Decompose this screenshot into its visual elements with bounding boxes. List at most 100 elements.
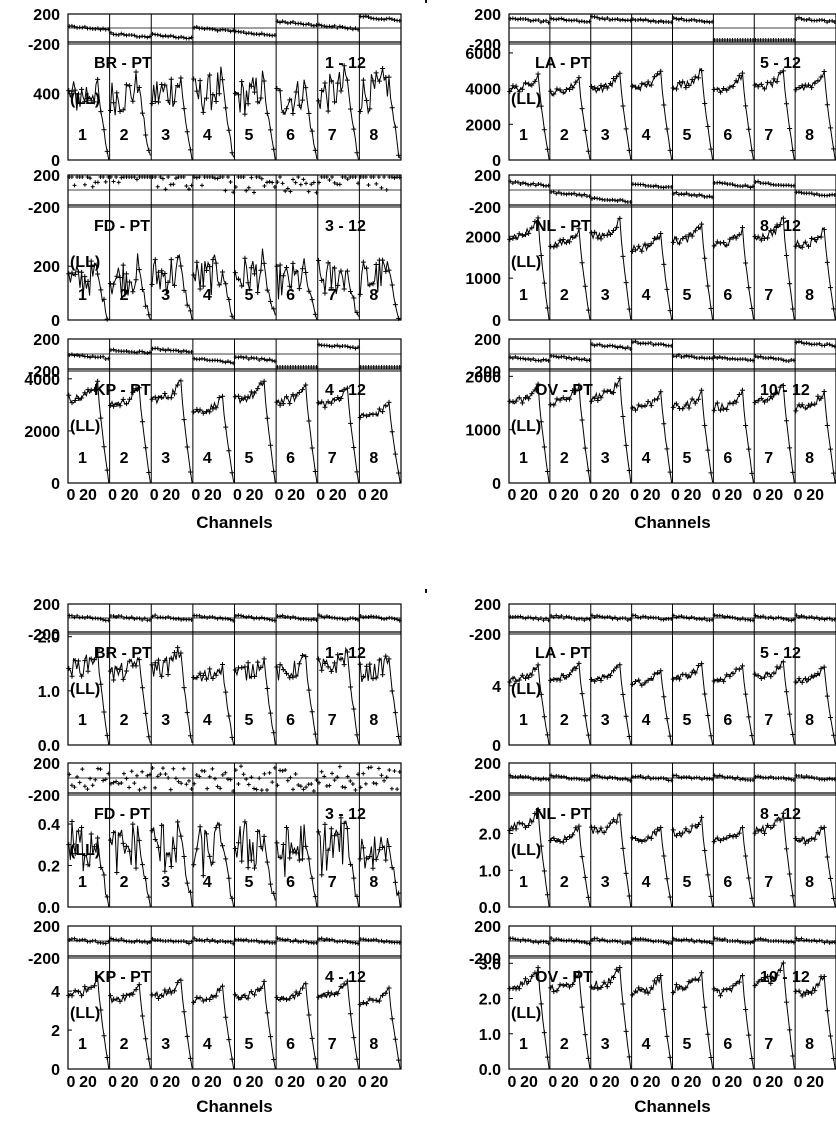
- phase-point: [382, 175, 387, 179]
- segment-number: 7: [328, 450, 337, 467]
- phase-point: [259, 615, 264, 620]
- phase-point: [103, 941, 108, 946]
- phase-point: [145, 940, 150, 945]
- phase-point: [643, 614, 648, 619]
- segment-number: 4: [203, 874, 212, 891]
- phase-point: [766, 356, 771, 361]
- phase-point: [556, 774, 561, 779]
- phase-point: [809, 775, 814, 780]
- phase-point: [830, 18, 835, 23]
- segment-number: 2: [120, 1036, 129, 1053]
- phase-point: [332, 23, 337, 28]
- phase-point: [283, 768, 288, 773]
- phase-point: [628, 617, 633, 622]
- phase-point: [633, 936, 638, 941]
- phase-point: [607, 198, 612, 203]
- phase-point: [101, 26, 106, 31]
- phase-point: [832, 20, 836, 25]
- phase-point: [184, 183, 189, 188]
- phase-point: [674, 615, 679, 620]
- phase-point: [549, 773, 554, 778]
- amp-point: [752, 400, 758, 406]
- segment-number: 1: [519, 287, 528, 304]
- x-tick-label: 0: [671, 1074, 680, 1091]
- phase-point: [756, 937, 761, 942]
- phase-point: [684, 191, 689, 196]
- phase-point: [301, 787, 306, 792]
- amp-series-line: [509, 809, 836, 908]
- phase-point: [776, 615, 781, 620]
- phase-point: [572, 616, 577, 621]
- phase-point: [265, 787, 270, 792]
- phase-point: [692, 17, 697, 22]
- phase-point: [291, 939, 296, 944]
- phase-point: [830, 343, 835, 348]
- phase-point: [233, 184, 238, 189]
- phase-point: [817, 617, 822, 622]
- x-tick-label: 20: [765, 1074, 783, 1091]
- phase-point: [395, 787, 400, 792]
- amp-tick-label: 2.0: [38, 630, 60, 647]
- phase-point: [132, 350, 137, 355]
- phase-point: [574, 18, 579, 23]
- phase-point: [337, 182, 342, 187]
- phase-point: [114, 175, 119, 179]
- phase-point: [689, 937, 694, 942]
- phase-point: [704, 19, 709, 24]
- phase-point: [155, 184, 160, 189]
- phase-point: [314, 618, 319, 623]
- phase-point: [343, 785, 348, 790]
- phase-point: [546, 941, 551, 946]
- phase-point: [564, 356, 569, 361]
- phase-point: [804, 774, 809, 779]
- phase-point: [317, 180, 322, 185]
- phase-point: [832, 777, 836, 782]
- phase-point: [812, 192, 817, 197]
- phase-point: [541, 618, 546, 623]
- phase-point: [758, 774, 763, 779]
- phase-point: [768, 774, 773, 779]
- x-tick-label: 20: [602, 1074, 620, 1091]
- phase-point: [80, 767, 85, 772]
- phase-point: [804, 937, 809, 942]
- phase-point: [317, 937, 322, 942]
- x-tick-label: 0: [233, 487, 242, 504]
- phase-point: [630, 937, 635, 942]
- segment-number: 4: [642, 874, 651, 891]
- phase-point: [786, 776, 791, 781]
- phase-point: [710, 777, 715, 782]
- phase-point: [259, 31, 264, 36]
- phase-point: [569, 192, 574, 197]
- segment-number: 2: [120, 450, 129, 467]
- amp-point: [66, 666, 72, 672]
- phase-point: [397, 18, 402, 23]
- phase-point: [521, 356, 526, 361]
- phase-point: [244, 937, 249, 942]
- phase-point: [108, 175, 113, 179]
- phase-point: [692, 616, 697, 621]
- segment-number: 4: [642, 450, 651, 467]
- phase-point: [671, 613, 676, 618]
- phase-point: [254, 787, 259, 792]
- segment-number: 4: [642, 287, 651, 304]
- phase-point: [324, 937, 329, 942]
- spw-label: 1 - 12: [325, 55, 366, 72]
- segment-number: 2: [560, 1036, 569, 1053]
- phase-point: [559, 16, 564, 21]
- phase-point: [651, 342, 656, 347]
- phase-point: [228, 29, 233, 34]
- phase-point: [212, 776, 217, 781]
- phase-point: [80, 615, 85, 620]
- segment-number: 1: [519, 874, 528, 891]
- phase-point: [541, 357, 546, 362]
- phase-point: [98, 27, 103, 32]
- phase-point: [207, 774, 212, 779]
- phase-point: [814, 776, 819, 781]
- phase-point: [215, 28, 220, 33]
- phase-point: [646, 774, 651, 779]
- phase-point: [590, 774, 595, 779]
- phase-point: [722, 181, 727, 186]
- phase-tick-label: 200: [474, 168, 501, 185]
- phase-point: [702, 776, 707, 781]
- phase-point: [554, 191, 559, 196]
